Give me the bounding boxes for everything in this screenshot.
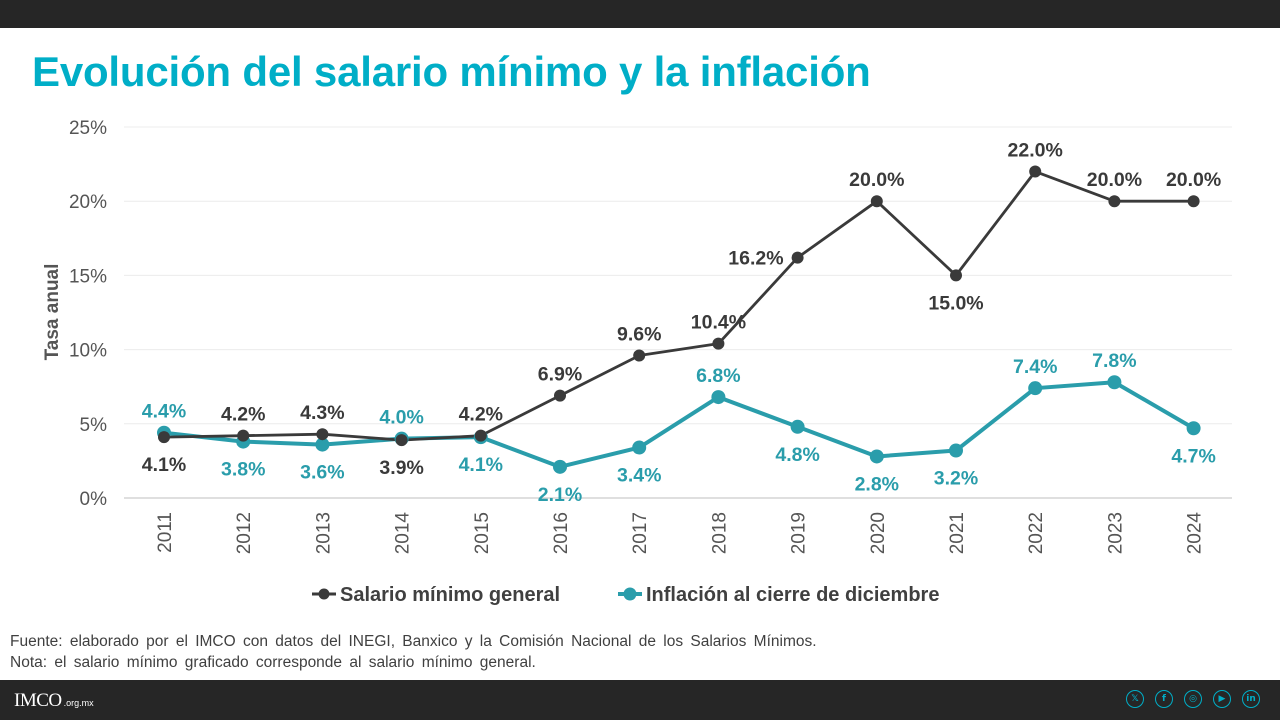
data-label: 4.0% xyxy=(379,407,423,429)
x-tick-label: 2022 xyxy=(1026,512,1047,554)
data-point xyxy=(790,419,805,434)
data-label: 4.7% xyxy=(1171,445,1215,467)
line-chart: 0% 5% 10% 15% 20% 25% Tasa anual 2011 2012 2013 20… xyxy=(42,118,1232,606)
x-tick-label: 2014 xyxy=(393,512,414,555)
data-label: 20.0% xyxy=(1166,169,1221,191)
x-tick-label: 2015 xyxy=(472,512,493,554)
data-point xyxy=(553,459,567,474)
data-point xyxy=(1029,165,1042,178)
data-label: 20.0% xyxy=(1087,169,1142,191)
facebook-icon[interactable]: f xyxy=(1155,690,1173,708)
data-label: 3.6% xyxy=(300,462,344,484)
data-point xyxy=(712,337,725,350)
y-tick-label: 20% xyxy=(69,192,107,213)
data-point xyxy=(1028,381,1043,396)
y-tick-label: 0% xyxy=(80,489,108,510)
page-title: Evolución del salario mínimo y la inflac… xyxy=(32,48,871,95)
data-point xyxy=(554,389,566,402)
data-point xyxy=(474,429,487,442)
data-point xyxy=(949,443,963,458)
y-tick-label: 25% xyxy=(69,118,107,139)
x-tick-label: 2017 xyxy=(630,512,651,554)
data-label: 2.8% xyxy=(855,473,899,495)
legend-entry: Inflación al cierre de diciembre xyxy=(646,584,939,606)
logo-text: IMCO xyxy=(14,690,62,711)
x-tick-label: 2016 xyxy=(551,512,572,554)
data-label: 15.0% xyxy=(928,292,983,314)
imco-logo[interactable]: IMCO .org.mx xyxy=(14,690,94,712)
data-label: 10.4% xyxy=(691,312,746,334)
x-tick-label: 2011 xyxy=(155,512,176,553)
x-tick-label: 2023 xyxy=(1105,512,1126,554)
data-label: 4.1% xyxy=(459,454,503,476)
data-label: 4.3% xyxy=(300,402,344,424)
data-label: 4.1% xyxy=(142,454,186,476)
data-point xyxy=(1107,375,1122,390)
y-tick-label: 5% xyxy=(80,415,108,436)
footnotes: Fuente: elaborado por el IMCO con datos … xyxy=(10,631,817,673)
data-point xyxy=(870,195,883,208)
data-point xyxy=(633,349,646,362)
instagram-icon[interactable]: ◎ xyxy=(1184,690,1202,708)
data-point xyxy=(950,269,962,282)
top-bar xyxy=(0,0,1280,28)
logo-domain: .org.mx xyxy=(63,698,94,708)
data-point xyxy=(632,440,647,455)
data-label: 7.8% xyxy=(1092,350,1136,372)
data-label: 4.2% xyxy=(459,404,503,426)
x-tick-label: 2013 xyxy=(313,512,334,554)
x-tick-label: 2024 xyxy=(1185,512,1206,555)
youtube-icon[interactable]: ▶ xyxy=(1213,690,1231,708)
data-point xyxy=(1186,421,1201,436)
series-line xyxy=(163,170,1194,442)
y-tick-label: 10% xyxy=(69,341,107,362)
data-label: 4.2% xyxy=(221,404,265,426)
x-tick-label: 2021 xyxy=(947,512,968,554)
x-icon[interactable]: 𝕏 xyxy=(1126,690,1144,708)
data-label: 4.8% xyxy=(775,444,819,466)
data-point xyxy=(869,449,884,464)
data-label: 4.4% xyxy=(142,401,186,423)
legend-marker-dot xyxy=(623,587,637,601)
data-point xyxy=(395,434,408,447)
y-tick-label: 15% xyxy=(69,266,107,287)
x-tick-label: 2018 xyxy=(709,512,730,554)
legend-entry: Salario mínimo general xyxy=(340,584,560,606)
source-note: Fuente: elaborado por el IMCO con datos … xyxy=(10,633,817,650)
data-label: 3.2% xyxy=(934,468,978,490)
data-label: 16.2% xyxy=(728,248,783,270)
data-label: 7.4% xyxy=(1013,356,1057,378)
data-point xyxy=(315,437,330,452)
data-point xyxy=(316,428,329,441)
data-label: 9.6% xyxy=(617,324,661,346)
data-point xyxy=(237,429,250,442)
data-point xyxy=(158,431,170,444)
data-label: 3.8% xyxy=(221,459,265,481)
data-label: 2.1% xyxy=(538,484,582,506)
linkedin-icon[interactable]: in xyxy=(1242,690,1260,708)
data-point xyxy=(1108,195,1121,208)
x-tick-label: 2012 xyxy=(234,512,255,554)
data-label: 22.0% xyxy=(1008,140,1063,162)
series-line xyxy=(163,380,1195,469)
y-axis-title: Tasa anual xyxy=(42,264,63,361)
data-label: 3.9% xyxy=(379,457,423,479)
data-label: 6.9% xyxy=(538,364,582,386)
data-point xyxy=(1187,195,1200,208)
data-label: 3.4% xyxy=(617,465,661,487)
legend-marker-dot xyxy=(318,588,330,600)
data-label: 20.0% xyxy=(849,169,904,191)
data-point xyxy=(711,390,726,405)
chart-note: Nota: el salario mínimo graficado corres… xyxy=(10,654,536,671)
x-tick-label: 2020 xyxy=(868,512,889,554)
data-point xyxy=(791,251,804,264)
x-tick-label: 2019 xyxy=(789,512,810,554)
data-label: 6.8% xyxy=(696,365,740,387)
